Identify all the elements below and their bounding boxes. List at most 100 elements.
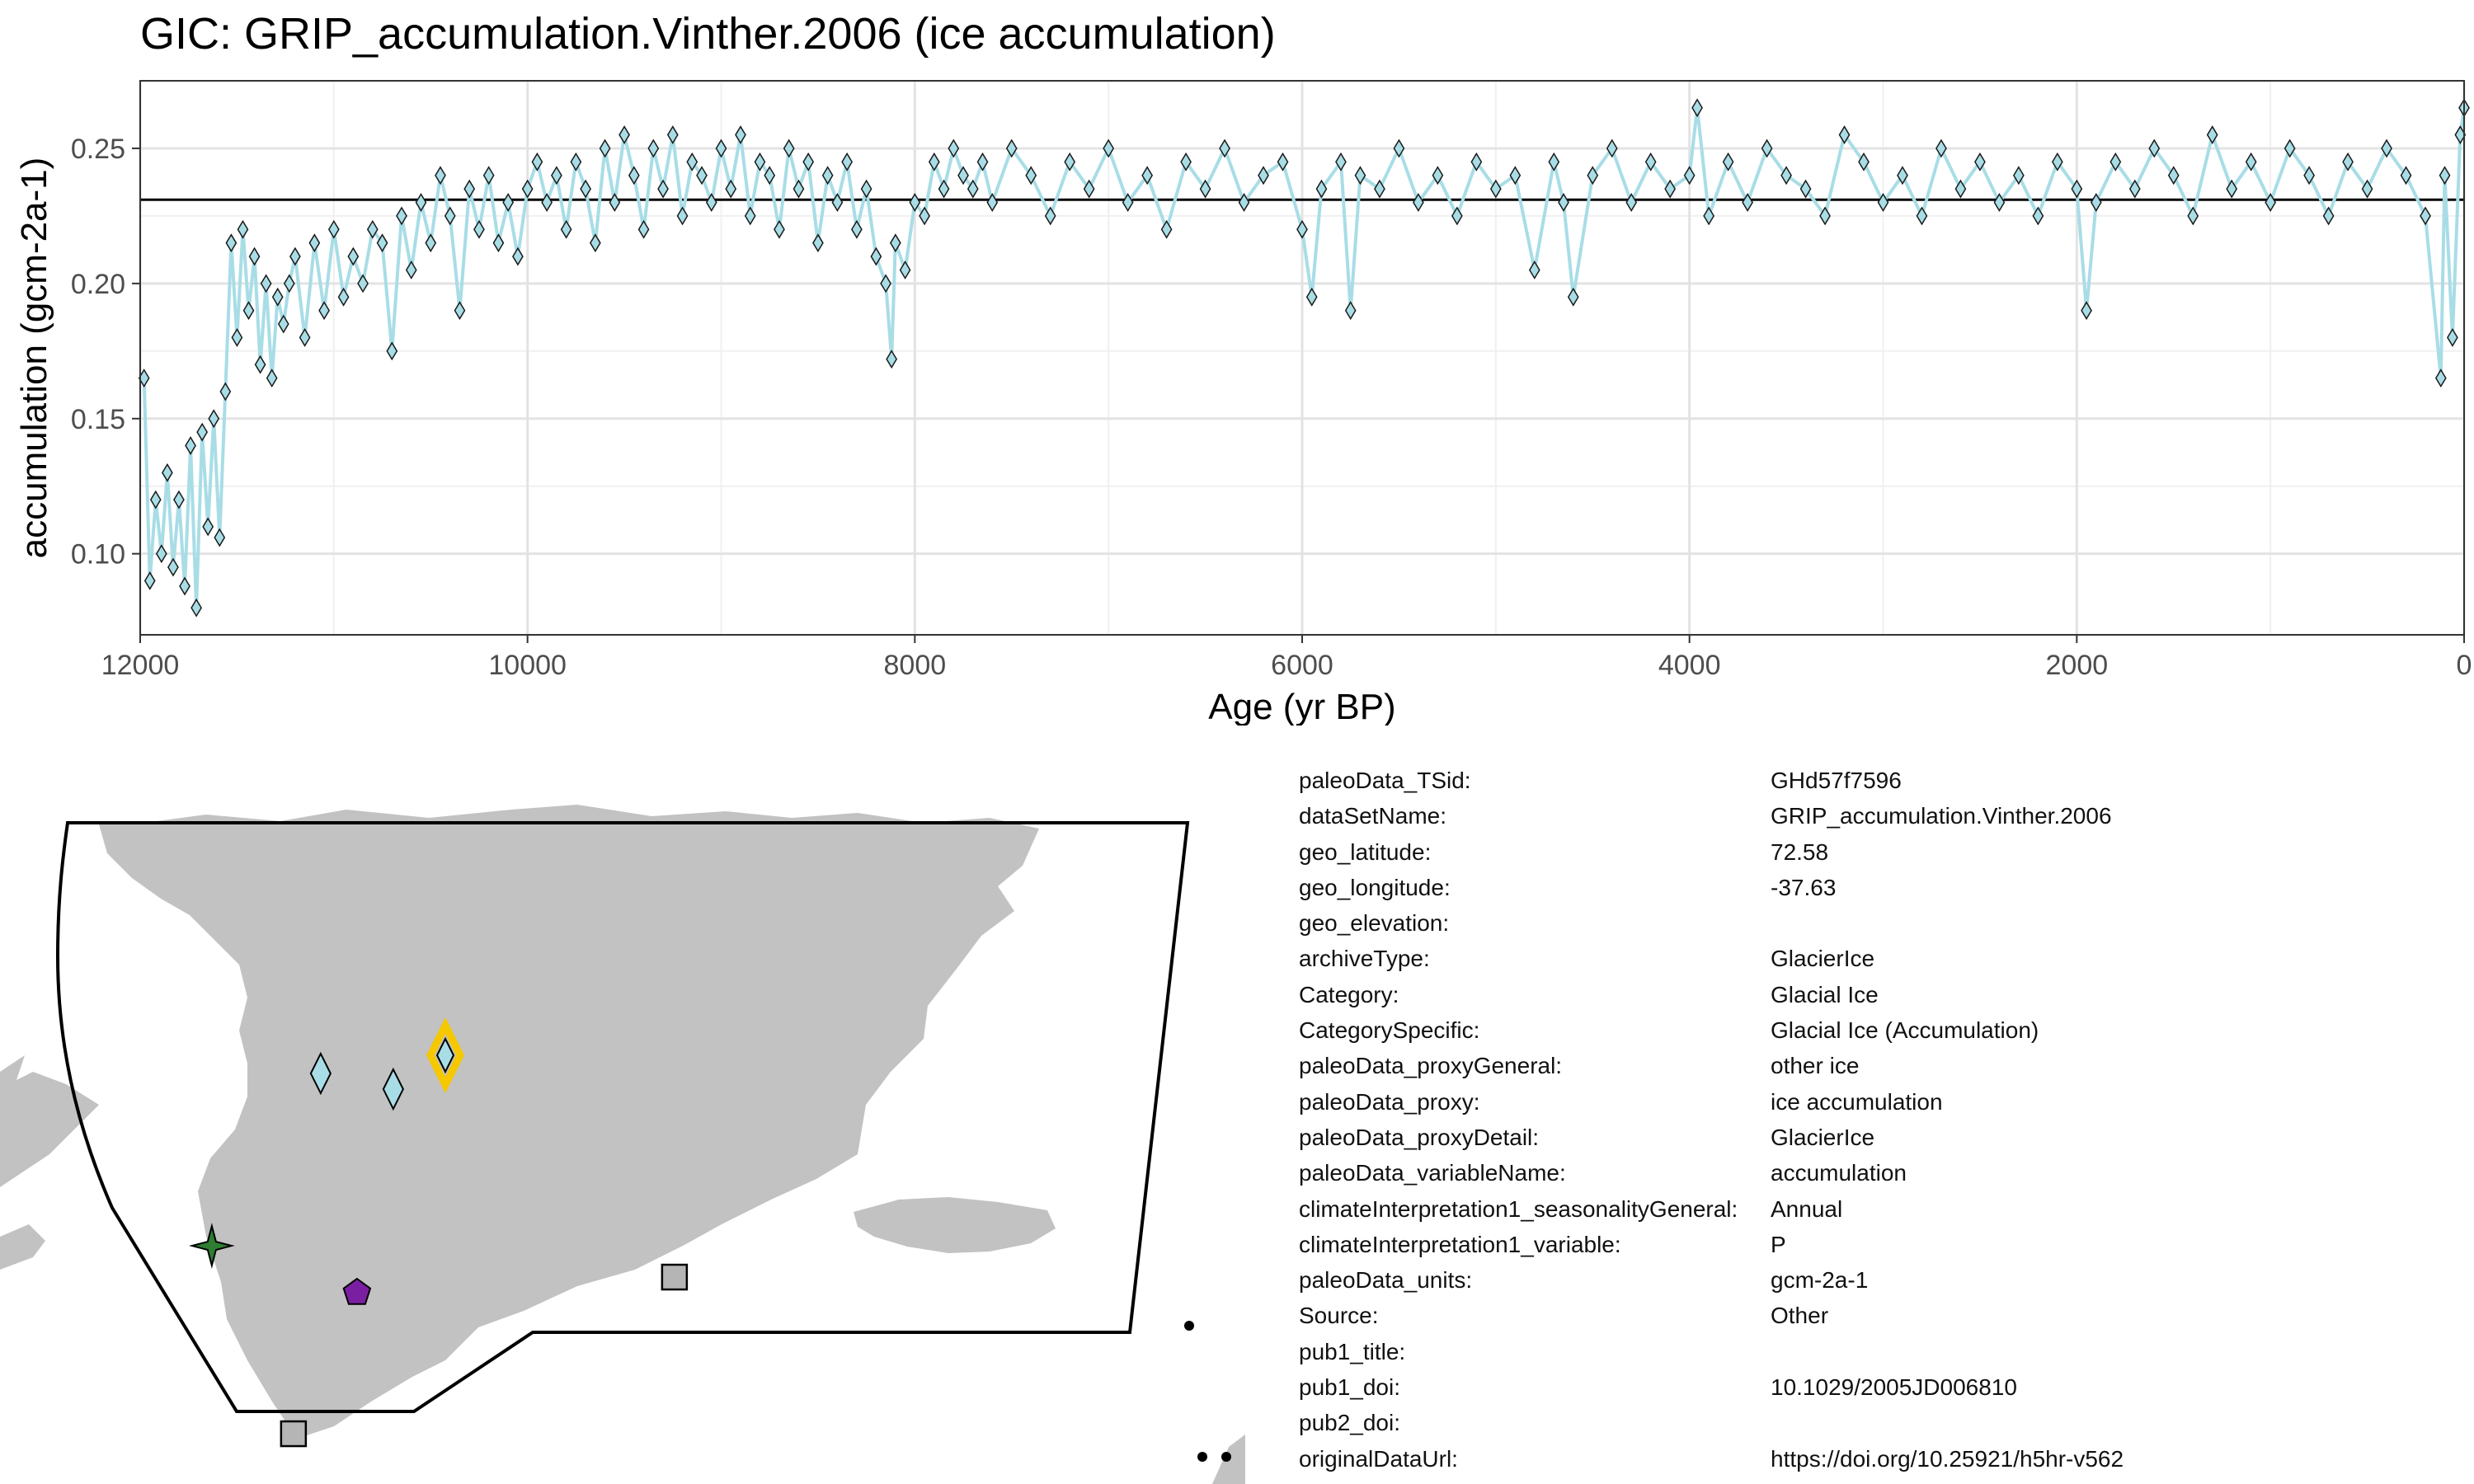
data-point: [318, 301, 330, 321]
metadata-row: CategorySpecific: Glacial Ice (Accumulati…: [1299, 1012, 2453, 1048]
data-point: [1432, 166, 1444, 186]
data-point: [473, 219, 485, 239]
metadata-key: Category:: [1299, 981, 1399, 1007]
data-point: [1974, 152, 1986, 171]
data-point: [208, 409, 220, 429]
data-point: [173, 490, 185, 510]
data-point: [705, 193, 717, 212]
data-point: [196, 422, 209, 442]
site-marker-square: [280, 1420, 308, 1448]
data-point: [841, 152, 854, 171]
data-point: [976, 152, 989, 171]
data-point: [1103, 139, 1115, 158]
data-point: [185, 436, 196, 455]
x-tick-label: 8000: [884, 650, 947, 681]
data-point: [1199, 179, 1211, 199]
data-point: [1644, 152, 1657, 171]
data-point: [831, 193, 844, 212]
data-point: [1935, 139, 1947, 158]
data-point: [289, 247, 301, 266]
data-point: [1083, 179, 1095, 199]
metadata-row: pub2_doi:: [1299, 1405, 2453, 1440]
data-point: [860, 179, 872, 199]
data-point: [1238, 193, 1250, 212]
data-point: [886, 350, 898, 369]
data-point: [308, 233, 321, 253]
data-point: [744, 206, 756, 226]
data-point: [396, 206, 407, 226]
metadata-key: geo_longitude:: [1299, 874, 1451, 900]
data-point: [1780, 166, 1792, 186]
x-tick-label: 0: [2457, 650, 2472, 681]
data-point: [570, 152, 582, 171]
greenland-landmass: [99, 805, 1039, 1439]
data-point: [237, 219, 249, 239]
data-point: [376, 233, 388, 253]
data-point: [2167, 166, 2180, 186]
data-point: [266, 369, 278, 388]
site-marker-pentagon: [342, 1277, 372, 1305]
data-point: [1277, 152, 1289, 171]
data-point: [435, 166, 446, 186]
data-point: [2032, 206, 2044, 226]
metadata-value: gcm-2a-1: [1771, 1267, 1869, 1294]
data-point: [764, 166, 776, 186]
data-point: [1703, 206, 1715, 226]
data-point: [2187, 206, 2199, 226]
metadata-value: Glacial Ice (Accumulation): [1771, 1017, 2039, 1044]
metadata-key: pub1_doi:: [1299, 1374, 1401, 1401]
map-point: [1197, 1452, 1207, 1462]
data-point: [1509, 166, 1522, 186]
metadata-value: GlacierIce: [1771, 1124, 1875, 1150]
metadata-value: GlacierIce: [1771, 946, 1875, 972]
metadata-row: dataSetName: GRIP_accumulation.Vinther.20…: [1299, 798, 2453, 834]
data-point: [1606, 139, 1618, 158]
data-point: [2284, 139, 2296, 158]
data-point: [735, 125, 746, 145]
data-point: [880, 274, 891, 294]
y-tick-label: 0.10: [71, 539, 125, 571]
data-point: [463, 179, 476, 199]
data-point: [167, 557, 179, 577]
data-point: [2420, 206, 2431, 226]
data-point: [1742, 193, 1753, 212]
data-series: [138, 98, 2470, 618]
data-point: [1683, 166, 1696, 186]
data-point: [1799, 179, 1812, 199]
data-point: [1025, 166, 1037, 186]
data-point: [1470, 152, 1483, 171]
data-point: [986, 193, 999, 212]
data-point: [2245, 152, 2257, 171]
data-point: [1567, 287, 1579, 307]
data-point: [657, 179, 669, 199]
metadata-key: paleoData_proxyGeneral:: [1299, 1053, 1563, 1079]
data-point: [2206, 125, 2218, 145]
data-point: [793, 179, 805, 199]
metadata-key: climateInterpretation1_seasonalityGenera…: [1299, 1195, 1738, 1222]
site-marker-diamond: [382, 1067, 404, 1111]
map-markers: [188, 1017, 689, 1448]
data-point: [647, 139, 660, 158]
data-point: [938, 179, 950, 199]
data-point: [637, 219, 650, 239]
data-point: [283, 274, 295, 294]
data-point: [1838, 125, 1851, 145]
data-point: [589, 233, 601, 253]
metadata-key: Source:: [1299, 1303, 1379, 1329]
data-point: [821, 166, 834, 186]
data-point: [1296, 219, 1308, 239]
data-point: [337, 287, 350, 307]
data-point: [1219, 139, 1230, 158]
metadata-key: paleoData_TSid:: [1299, 768, 1471, 793]
data-point: [2109, 152, 2122, 171]
y-tick-label: 0.25: [71, 134, 125, 165]
metadata-key: paleoData_variableName:: [1299, 1160, 1566, 1186]
data-point: [618, 125, 630, 145]
data-point: [179, 576, 190, 596]
map-boundary: [55, 821, 1190, 1413]
data-point: [1625, 193, 1638, 212]
data-point: [327, 219, 340, 239]
metadata-key: geo_elevation:: [1299, 910, 1450, 937]
metadata-row: originalDataUrl: https://doi.org/10.25921…: [1299, 1441, 2453, 1477]
data-point: [502, 193, 515, 212]
